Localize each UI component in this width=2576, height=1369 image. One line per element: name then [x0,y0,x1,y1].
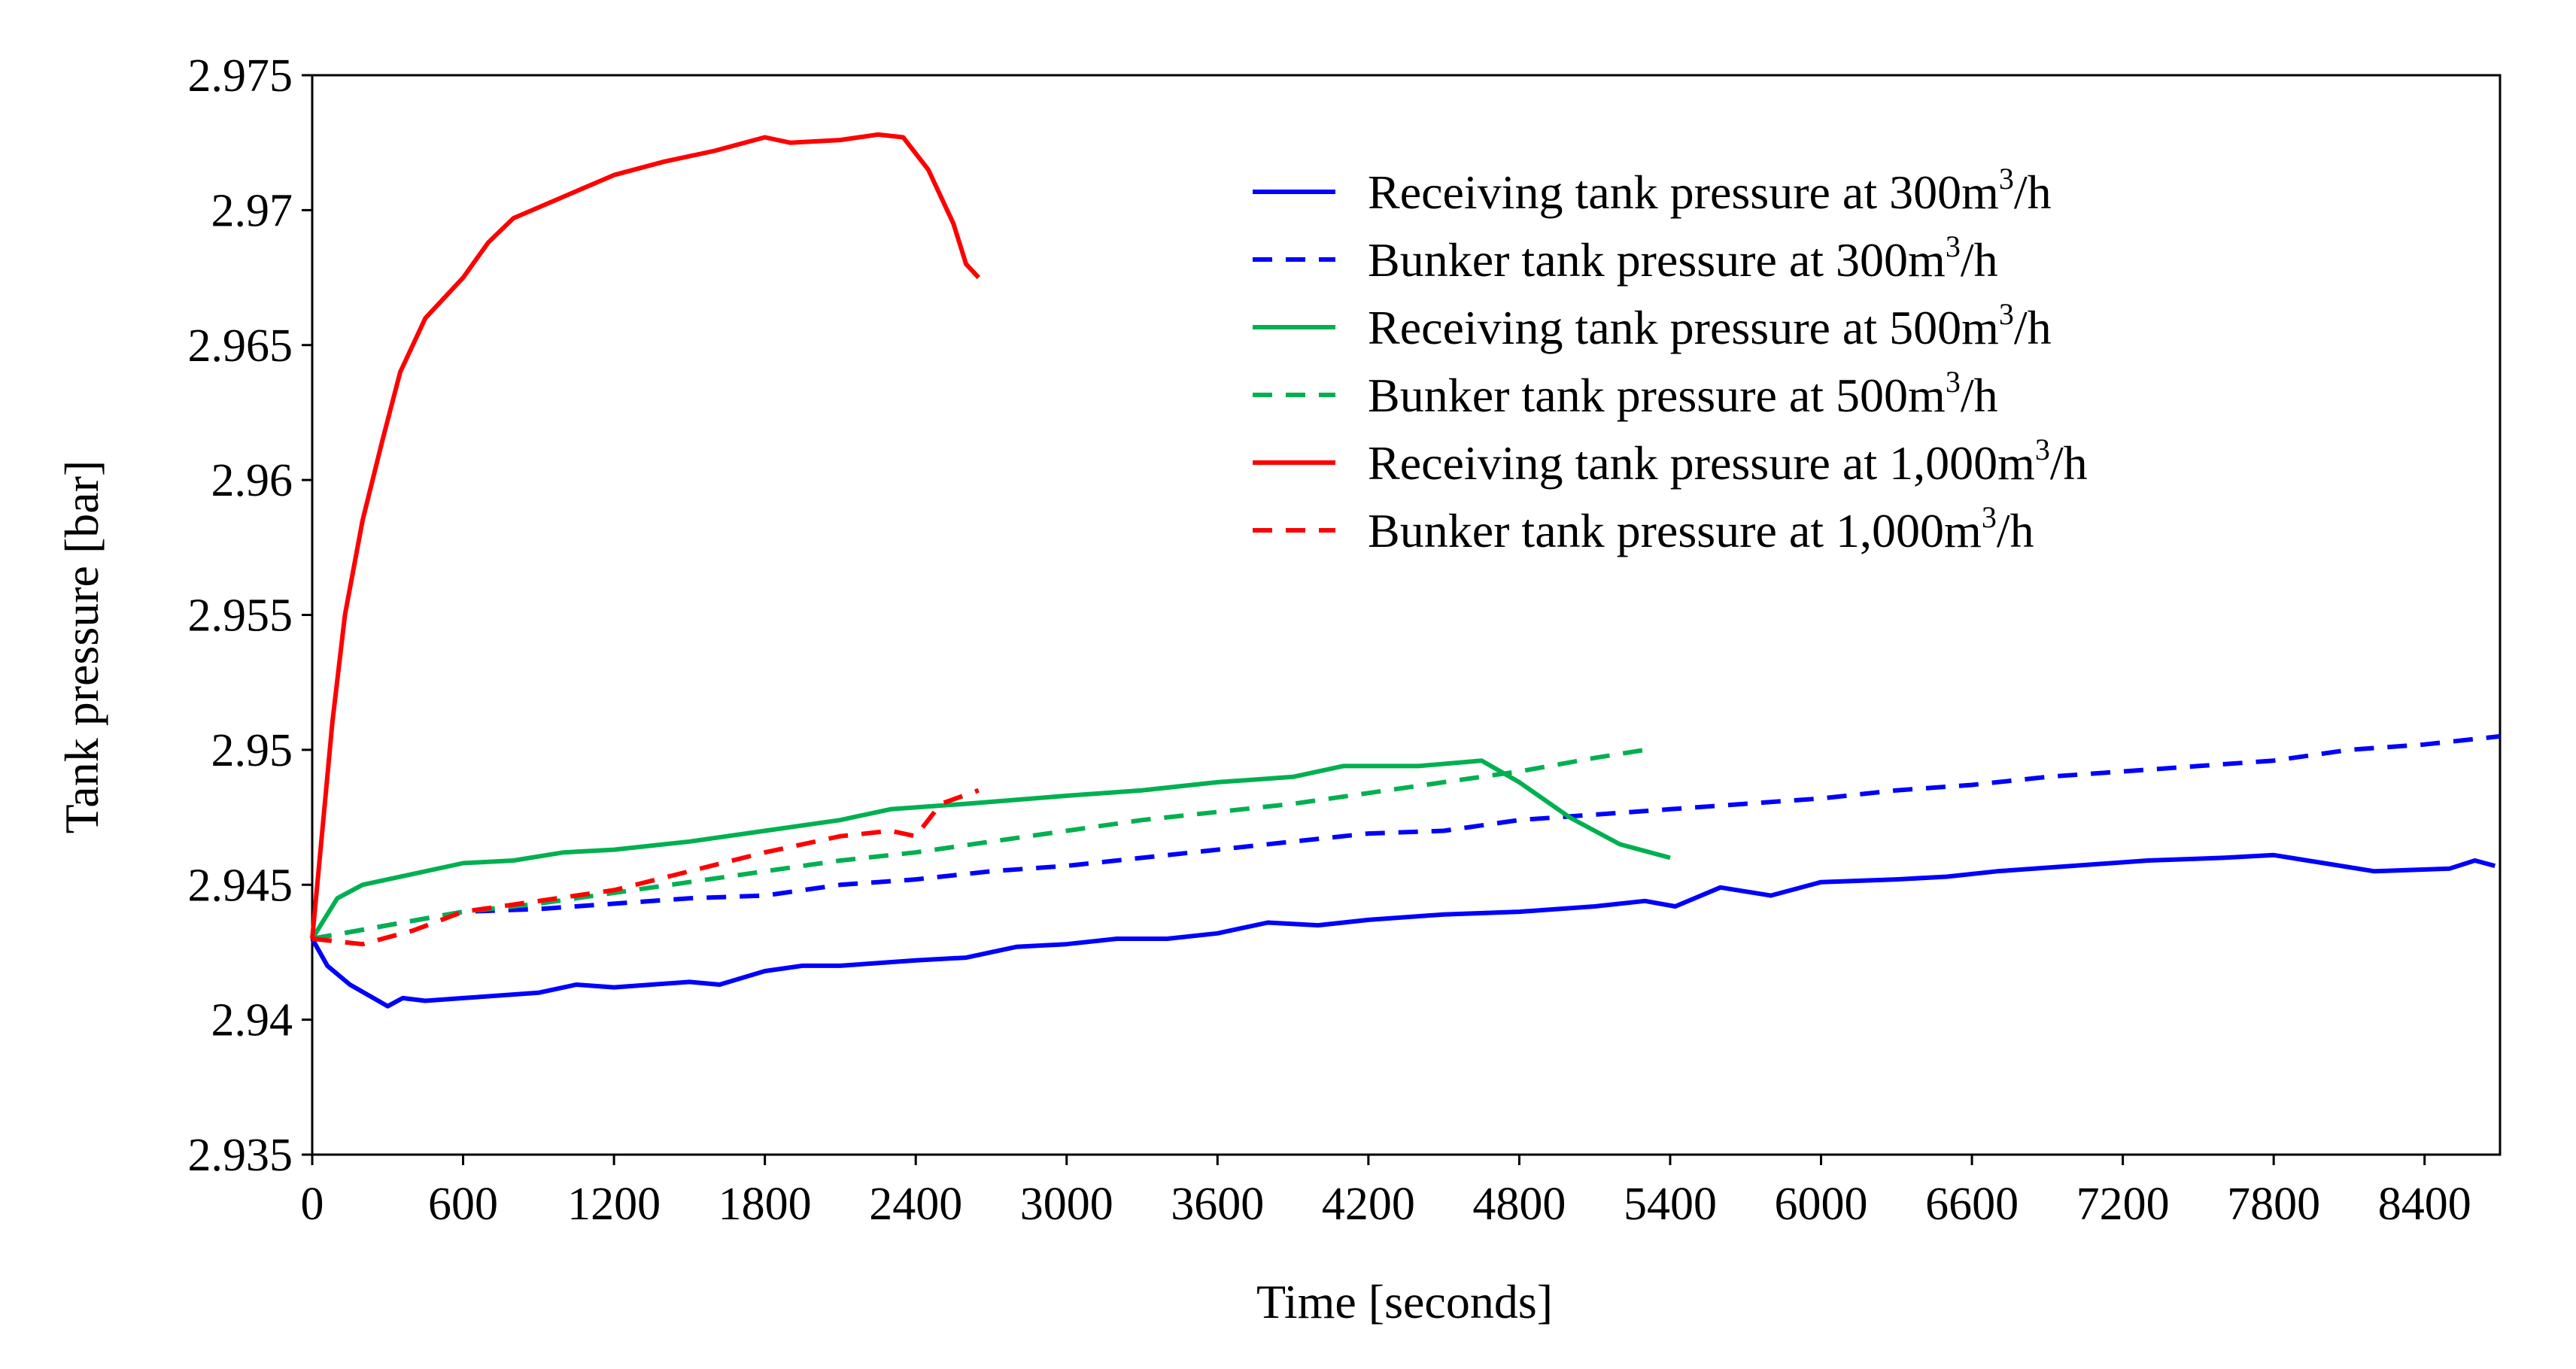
y-tick-label: 2.95 [211,725,293,776]
x-tick-label: 1800 [718,1179,812,1230]
series-line-1 [310,852,2496,1009]
y-tick-label: 2.94 [211,995,293,1046]
x-tick-label: 5400 [1624,1179,1717,1230]
x-tick-label: 3600 [1171,1179,1264,1230]
legend-label-5: Receiving tank pressure at 1,000m3/h [1368,433,2088,490]
y-tick-label: 2.975 [188,50,293,102]
x-tick-label: 6600 [1925,1179,2019,1230]
series-line-5 [310,132,980,939]
x-tick-label: 7800 [2227,1179,2320,1230]
x-tick-label: 4800 [1472,1179,1566,1230]
x-tick-label: 7200 [2076,1179,2170,1230]
series-line-6 [311,788,980,947]
x-tick-label: 600 [428,1179,498,1230]
legend-label-6: Bunker tank pressure at 1,000m3/h [1368,500,2034,557]
x-axis-title: Time [seconds] [1256,1275,1553,1328]
x-tick-label: 3000 [1020,1179,1113,1230]
y-tick-label: 2.965 [188,320,293,372]
y-tick-label: 2.935 [188,1130,293,1181]
y-tick-label: 2.945 [188,860,293,911]
y-tick-label: 2.97 [211,185,293,236]
y-tick-label: 2.955 [188,590,293,642]
x-tick-label: 4200 [1322,1179,1415,1230]
legend-label-3: Receiving tank pressure at 500m3/h [1368,297,2052,354]
y-tick-label: 2.96 [211,455,293,506]
x-tick-label: 1200 [567,1179,661,1230]
legend-label-2: Bunker tank pressure at 300m3/h [1368,229,1998,287]
x-tick-label: 8400 [2378,1179,2471,1230]
legend: Receiving tank pressure at 300m3/h Bunker… [1253,162,2088,557]
x-tick-label: 2400 [869,1179,962,1230]
legend-label-1: Receiving tank pressure at 300m3/h [1368,162,2052,219]
y-axis-title: Tank pressure [bar] [55,460,108,834]
series-line-2 [311,733,2501,941]
x-tick-label: 6000 [1775,1179,1868,1230]
x-tick-label: 0 [301,1179,324,1230]
legend-label-4: Bunker tank pressure at 500m3/h [1368,365,1998,422]
series-line-4 [311,747,1645,941]
series-line-3 [310,758,1671,940]
